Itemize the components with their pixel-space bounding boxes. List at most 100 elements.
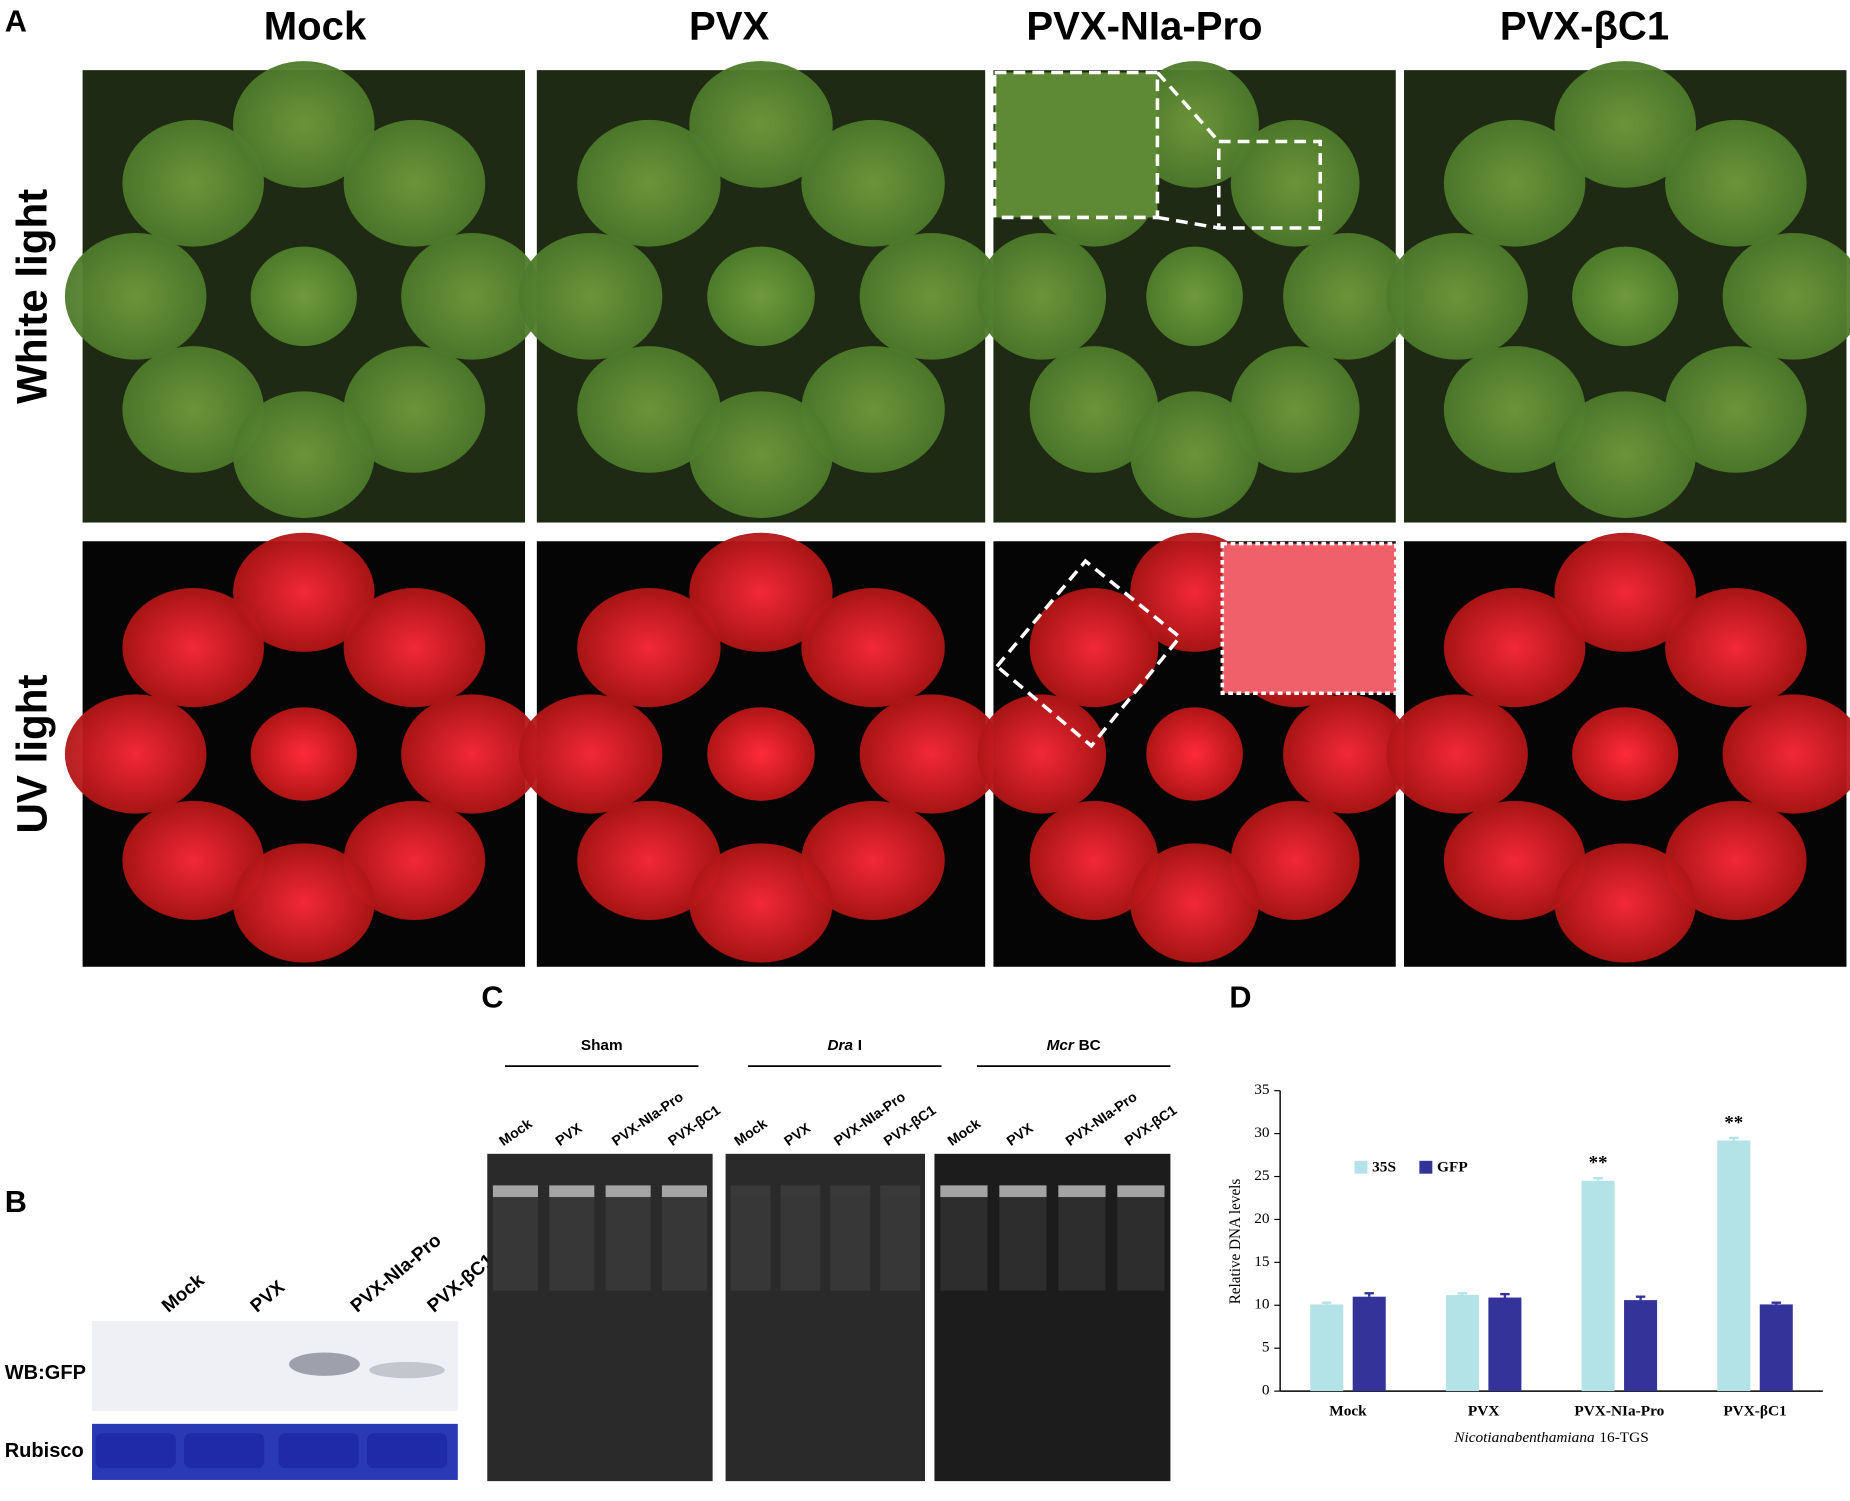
leaf (859, 233, 1004, 360)
leaf (64, 233, 207, 360)
leaf (689, 843, 833, 963)
lane-label: Mock (944, 1115, 983, 1149)
leaf (977, 233, 1107, 360)
leaf (233, 843, 375, 963)
column-title: PVX (689, 5, 770, 49)
gel-band (605, 1185, 651, 1198)
leaf (1722, 233, 1850, 360)
leaf (122, 800, 264, 920)
lane-label: PVX (552, 1119, 585, 1148)
leaf (122, 588, 264, 708)
leaf (1665, 346, 1807, 473)
leaf (1283, 233, 1412, 360)
leaf (1665, 119, 1807, 247)
leaf (250, 707, 357, 801)
x-axis-title: Nicotianabenthamiana 16-TGS (1453, 1428, 1649, 1445)
leaf (233, 61, 375, 188)
gel-smear (830, 1197, 871, 1291)
leaf (1554, 391, 1697, 519)
bar (1624, 1300, 1658, 1392)
leaf (1572, 246, 1679, 347)
zoom-line (1157, 215, 1220, 230)
gel-band (1117, 1185, 1165, 1198)
gel-band (1058, 1185, 1106, 1198)
y-tick-label: 25 (1254, 1167, 1270, 1184)
gel-smear (549, 1197, 595, 1291)
panel-label: A (5, 5, 27, 39)
leaf (577, 119, 721, 247)
y-tick-label: 30 (1254, 1124, 1270, 1141)
group-label-text: Sham (581, 1037, 623, 1054)
x-tick-label: PVX-βC1 (1723, 1403, 1786, 1420)
leaf (1029, 588, 1159, 708)
group-label: Dra I (827, 1037, 862, 1054)
leaf (1443, 346, 1586, 473)
band (278, 1433, 359, 1469)
legend-swatch (1419, 1160, 1433, 1174)
leaf (977, 694, 1107, 814)
leaf (401, 694, 543, 814)
leaf (1130, 61, 1259, 188)
band (95, 1433, 176, 1469)
leaf (1283, 694, 1412, 814)
leaf (689, 532, 833, 652)
group-label: Sham (581, 1037, 623, 1054)
gel-band (880, 1185, 921, 1198)
group-label-text: I (858, 1037, 862, 1054)
leaf (1722, 694, 1850, 814)
x-tick-label: Mock (1329, 1403, 1367, 1420)
leaf (1665, 800, 1807, 920)
band (289, 1352, 360, 1376)
gel-band (549, 1185, 595, 1198)
leaf (343, 800, 486, 920)
leaf (577, 588, 721, 708)
column-title: PVX-NIa-Pro (1026, 5, 1262, 49)
leaf (689, 391, 833, 519)
leaf (1130, 843, 1259, 963)
lane-label: Mock (731, 1115, 770, 1149)
lane-label: Mock (496, 1115, 535, 1149)
band (366, 1433, 448, 1469)
leaf (1665, 588, 1807, 708)
leaf (1386, 233, 1528, 360)
leaf (1130, 391, 1259, 519)
bar (1717, 1140, 1751, 1392)
leaf (233, 391, 375, 519)
blot-label: Rubisco (5, 1440, 84, 1462)
group-label: Mcr BC (1047, 1037, 1101, 1054)
leaf (1554, 532, 1697, 652)
gel-smear (661, 1197, 707, 1291)
leaf (122, 346, 264, 473)
leaf (577, 346, 721, 473)
panel-label: B (5, 1185, 27, 1219)
leaf (1230, 346, 1360, 473)
lane-label: PVX (246, 1276, 289, 1316)
leaf (122, 119, 264, 247)
leaf (343, 346, 486, 473)
leaf (1146, 246, 1243, 347)
group-label-text: BC (1079, 1037, 1101, 1054)
y-tick-label: 0 (1262, 1382, 1270, 1399)
leaf (1554, 843, 1697, 963)
leaf (1554, 61, 1697, 188)
legend-label: 35S (1372, 1158, 1396, 1175)
gel (934, 1153, 1171, 1482)
gel-smear (730, 1197, 771, 1291)
lane-label: Mock (157, 1269, 208, 1316)
x-tick-label: PVX-NIa-Pro (1574, 1403, 1664, 1420)
gel-smear (780, 1197, 821, 1291)
y-axis-title: Relative DNA levels (1227, 1179, 1244, 1305)
bar (1759, 1304, 1793, 1392)
leaf (250, 246, 357, 347)
leaf (1443, 119, 1586, 247)
legend-label: GFP (1437, 1158, 1468, 1175)
lane-label: PVX (1003, 1119, 1036, 1148)
leaf (233, 532, 375, 652)
gel-band (830, 1185, 871, 1198)
lane-label: PVX-βC1 (1121, 1102, 1179, 1149)
leaf (1443, 588, 1586, 708)
leaf (518, 233, 663, 360)
leaf (1230, 119, 1360, 247)
leaf (1029, 800, 1159, 920)
